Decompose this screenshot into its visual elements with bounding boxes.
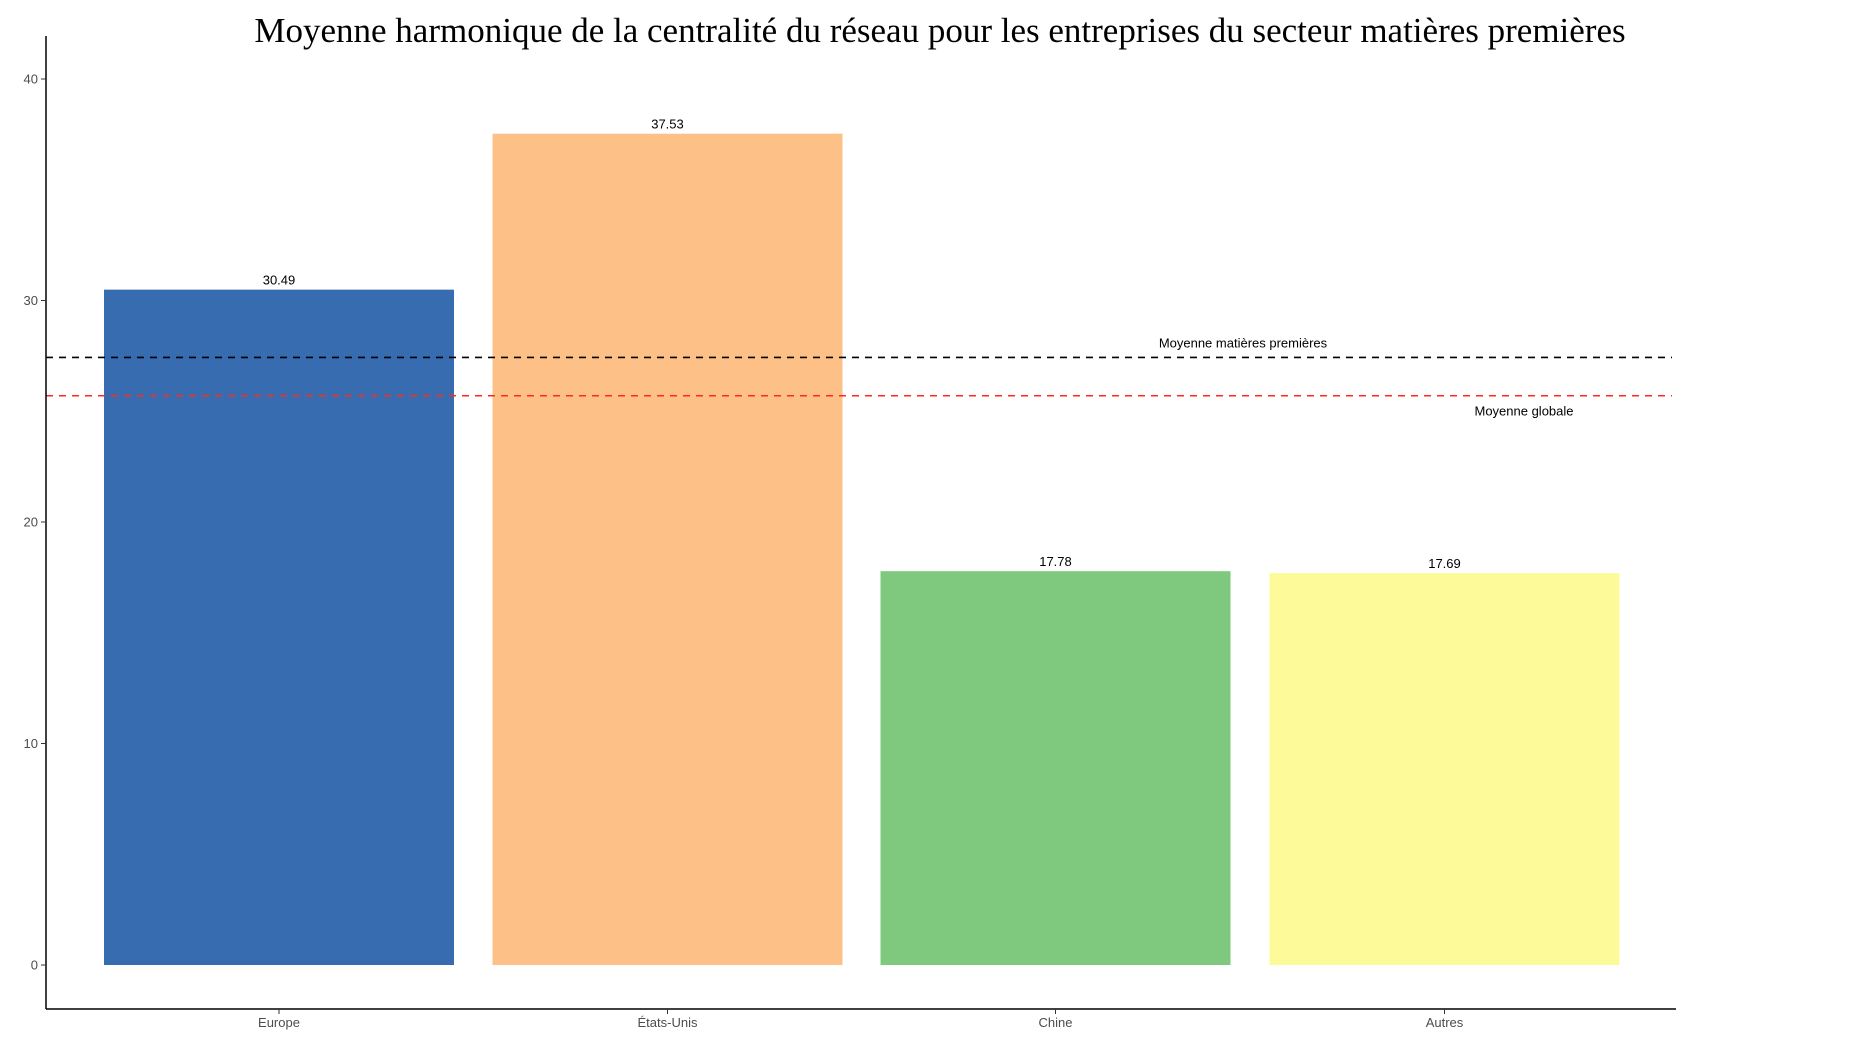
reference-line-label: Moyenne globale: [1474, 404, 1573, 419]
y-tick-label: 20: [24, 515, 38, 530]
bar-europe: [104, 289, 454, 966]
x-tick-label: Europe: [258, 1015, 300, 1030]
y-tick-label: 0: [31, 958, 38, 973]
y-tick-label: 30: [24, 293, 38, 308]
data-label: 37.53: [651, 117, 684, 132]
data-label: 30.49: [263, 273, 296, 288]
bar-tatsunis: [492, 133, 843, 965]
bar-chine: [880, 571, 1231, 965]
x-tick-label: Autres: [1426, 1015, 1464, 1030]
reference-line-label: Moyenne matières premières: [1159, 335, 1328, 350]
y-tick-label: 10: [24, 736, 38, 751]
chart-title: Moyenne harmonique de la centralité du r…: [254, 11, 1625, 50]
y-tick-label: 40: [24, 72, 38, 87]
bar-autres: [1269, 573, 1620, 965]
data-label: 17.69: [1428, 556, 1461, 571]
data-label: 17.78: [1039, 554, 1072, 569]
x-tick-label: Chine: [1039, 1015, 1073, 1030]
x-tick-label: États-Unis: [638, 1015, 698, 1030]
